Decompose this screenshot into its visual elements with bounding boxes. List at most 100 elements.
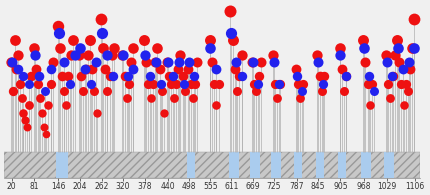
Point bbox=[9, 89, 16, 92]
Point bbox=[270, 53, 276, 56]
Point bbox=[76, 53, 83, 56]
Point bbox=[7, 60, 14, 64]
Point bbox=[26, 104, 33, 107]
Point bbox=[157, 82, 164, 85]
Point bbox=[316, 75, 323, 78]
Point bbox=[393, 39, 400, 42]
Point bbox=[49, 60, 56, 64]
Bar bbox=[271, 152, 281, 178]
Point bbox=[56, 46, 63, 49]
Point bbox=[179, 75, 186, 78]
Point bbox=[164, 60, 171, 64]
Point bbox=[54, 24, 61, 27]
Point bbox=[36, 75, 43, 78]
Point bbox=[126, 82, 132, 85]
Point bbox=[169, 75, 176, 78]
Point bbox=[91, 89, 98, 92]
Point bbox=[152, 60, 159, 64]
Point bbox=[234, 89, 241, 92]
Point bbox=[82, 68, 89, 71]
Point bbox=[215, 82, 222, 85]
Point bbox=[175, 60, 182, 64]
Point bbox=[239, 75, 246, 78]
Point bbox=[396, 60, 402, 64]
Point bbox=[319, 89, 326, 92]
Point bbox=[402, 82, 409, 85]
Point bbox=[276, 82, 283, 85]
Point bbox=[25, 82, 32, 85]
Point bbox=[238, 53, 245, 56]
Point bbox=[156, 68, 163, 71]
Point bbox=[9, 60, 15, 64]
Point bbox=[341, 89, 347, 92]
Point bbox=[88, 82, 95, 85]
Point bbox=[388, 75, 395, 78]
Point bbox=[383, 60, 390, 64]
Point bbox=[143, 60, 150, 64]
Point bbox=[98, 32, 105, 35]
Point bbox=[297, 97, 304, 100]
Point bbox=[185, 68, 192, 71]
Point bbox=[255, 75, 262, 78]
Point bbox=[158, 89, 165, 92]
Point bbox=[11, 39, 18, 42]
Point bbox=[321, 75, 328, 78]
Point bbox=[409, 46, 416, 49]
Point bbox=[293, 75, 300, 78]
Point bbox=[175, 68, 181, 71]
Point bbox=[65, 75, 72, 78]
Point bbox=[63, 104, 70, 107]
Point bbox=[191, 75, 198, 78]
Point bbox=[253, 89, 260, 92]
Point bbox=[120, 53, 126, 56]
Point bbox=[405, 60, 412, 64]
Point bbox=[32, 68, 39, 71]
Bar bbox=[294, 152, 302, 178]
Point bbox=[366, 75, 372, 78]
Point bbox=[272, 82, 279, 85]
Point bbox=[104, 89, 111, 92]
Point bbox=[320, 82, 327, 85]
Point bbox=[411, 17, 418, 20]
Bar bbox=[250, 152, 260, 178]
Point bbox=[249, 60, 256, 64]
Point bbox=[181, 89, 188, 92]
Point bbox=[48, 68, 55, 71]
Point bbox=[130, 68, 137, 71]
Point bbox=[13, 68, 20, 71]
Point bbox=[108, 53, 115, 56]
Bar bbox=[229, 152, 239, 178]
Point bbox=[406, 68, 413, 71]
Point bbox=[82, 68, 89, 71]
Point bbox=[119, 53, 126, 56]
Point bbox=[213, 104, 220, 107]
Point bbox=[42, 89, 49, 92]
Point bbox=[342, 75, 349, 78]
Point bbox=[77, 46, 84, 49]
Point bbox=[102, 68, 109, 71]
Point bbox=[106, 75, 113, 78]
Point bbox=[231, 68, 238, 71]
Point bbox=[360, 39, 367, 42]
Point bbox=[236, 75, 243, 78]
Point bbox=[70, 39, 77, 42]
Point bbox=[152, 60, 159, 64]
Point bbox=[24, 126, 31, 129]
Bar bbox=[361, 152, 372, 178]
Point bbox=[163, 60, 170, 64]
Point bbox=[168, 82, 175, 85]
Point bbox=[399, 68, 406, 71]
Point bbox=[89, 68, 96, 71]
Point bbox=[190, 97, 197, 100]
Point bbox=[125, 75, 132, 78]
Point bbox=[30, 46, 37, 49]
Point bbox=[67, 53, 74, 56]
Point bbox=[298, 89, 305, 92]
Point bbox=[411, 46, 418, 49]
Point bbox=[166, 75, 172, 78]
Point bbox=[103, 53, 110, 56]
Point bbox=[16, 82, 23, 85]
Point bbox=[336, 46, 343, 49]
Point bbox=[84, 53, 91, 56]
Point bbox=[147, 97, 154, 100]
